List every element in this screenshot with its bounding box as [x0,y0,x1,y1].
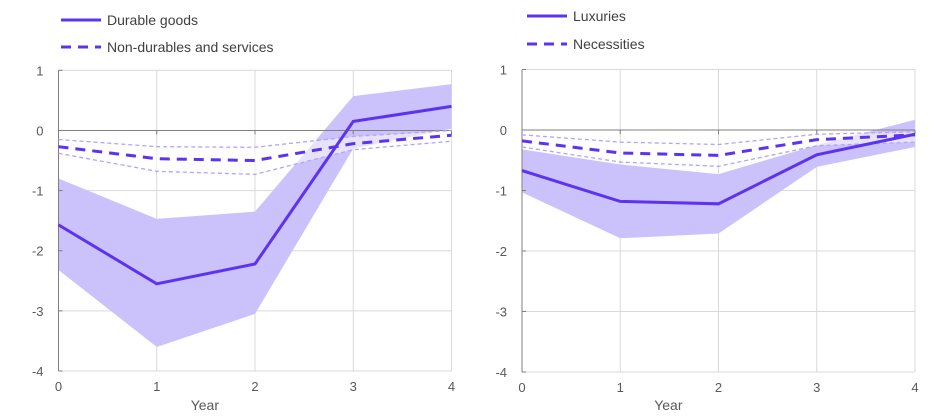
confidence-band-1 [522,119,915,239]
y-tick-label: -3 [495,305,507,320]
legend-label-1: Durable goods [107,12,198,28]
y-tick-label: 0 [36,123,43,138]
x-tick-label: 0 [55,379,62,394]
y-tick-label: -1 [495,184,507,199]
x-tick-label: 0 [518,380,525,395]
y-tick-label: 0 [500,123,507,138]
y-tick-label: -3 [32,304,44,319]
x-tick-label: 4 [448,379,455,394]
x-tick-label: 4 [911,380,918,395]
series-line-2 [521,133,916,157]
confidence-band-2 [58,130,452,175]
legend-label-1: Luxuries [573,8,626,24]
legend: Durable goods Non-durables and services [61,12,274,55]
legend-label-2: Non-durables and services [107,39,274,55]
x-axis-label: Year [191,397,220,413]
y-tick-label: -4 [32,364,44,379]
bound-line-upper [58,129,452,148]
legend: Luxuries Necessities [527,8,645,52]
x-tick-label: 3 [350,379,357,394]
y-tick-label: -1 [32,184,44,199]
bound-line-upper [521,131,916,146]
x-tick-label: 3 [813,380,820,395]
bound-line-lower [521,141,916,167]
series-line-2 [58,133,452,163]
chart-panel-2: 1 0 -1 -2 -3 -4 0 1 2 3 4 Year Luxuries Necessities [495,8,918,413]
series-line-1 [521,132,916,206]
series-line-1 [57,104,452,286]
x-tick-label: 1 [153,379,160,394]
chart-panel-1: 1 0 -1 -2 -3 -4 0 1 2 3 4 Year Durable goods Non-dura… [32,12,455,413]
y-tick-label: 1 [500,63,507,78]
x-tick-label: 1 [617,380,624,395]
y-tick-label: -2 [32,244,44,259]
y-tick-label: -4 [495,365,507,380]
confidence-band-1 [58,84,452,347]
bound-line-lower [58,140,452,175]
y-tick-label: 1 [36,63,43,78]
x-tick-label: 2 [715,380,722,395]
y-tick-label: -2 [495,244,507,259]
x-tick-label: 2 [251,379,258,394]
legend-label-2: Necessities [573,36,645,52]
x-axis-label: Year [654,397,683,413]
